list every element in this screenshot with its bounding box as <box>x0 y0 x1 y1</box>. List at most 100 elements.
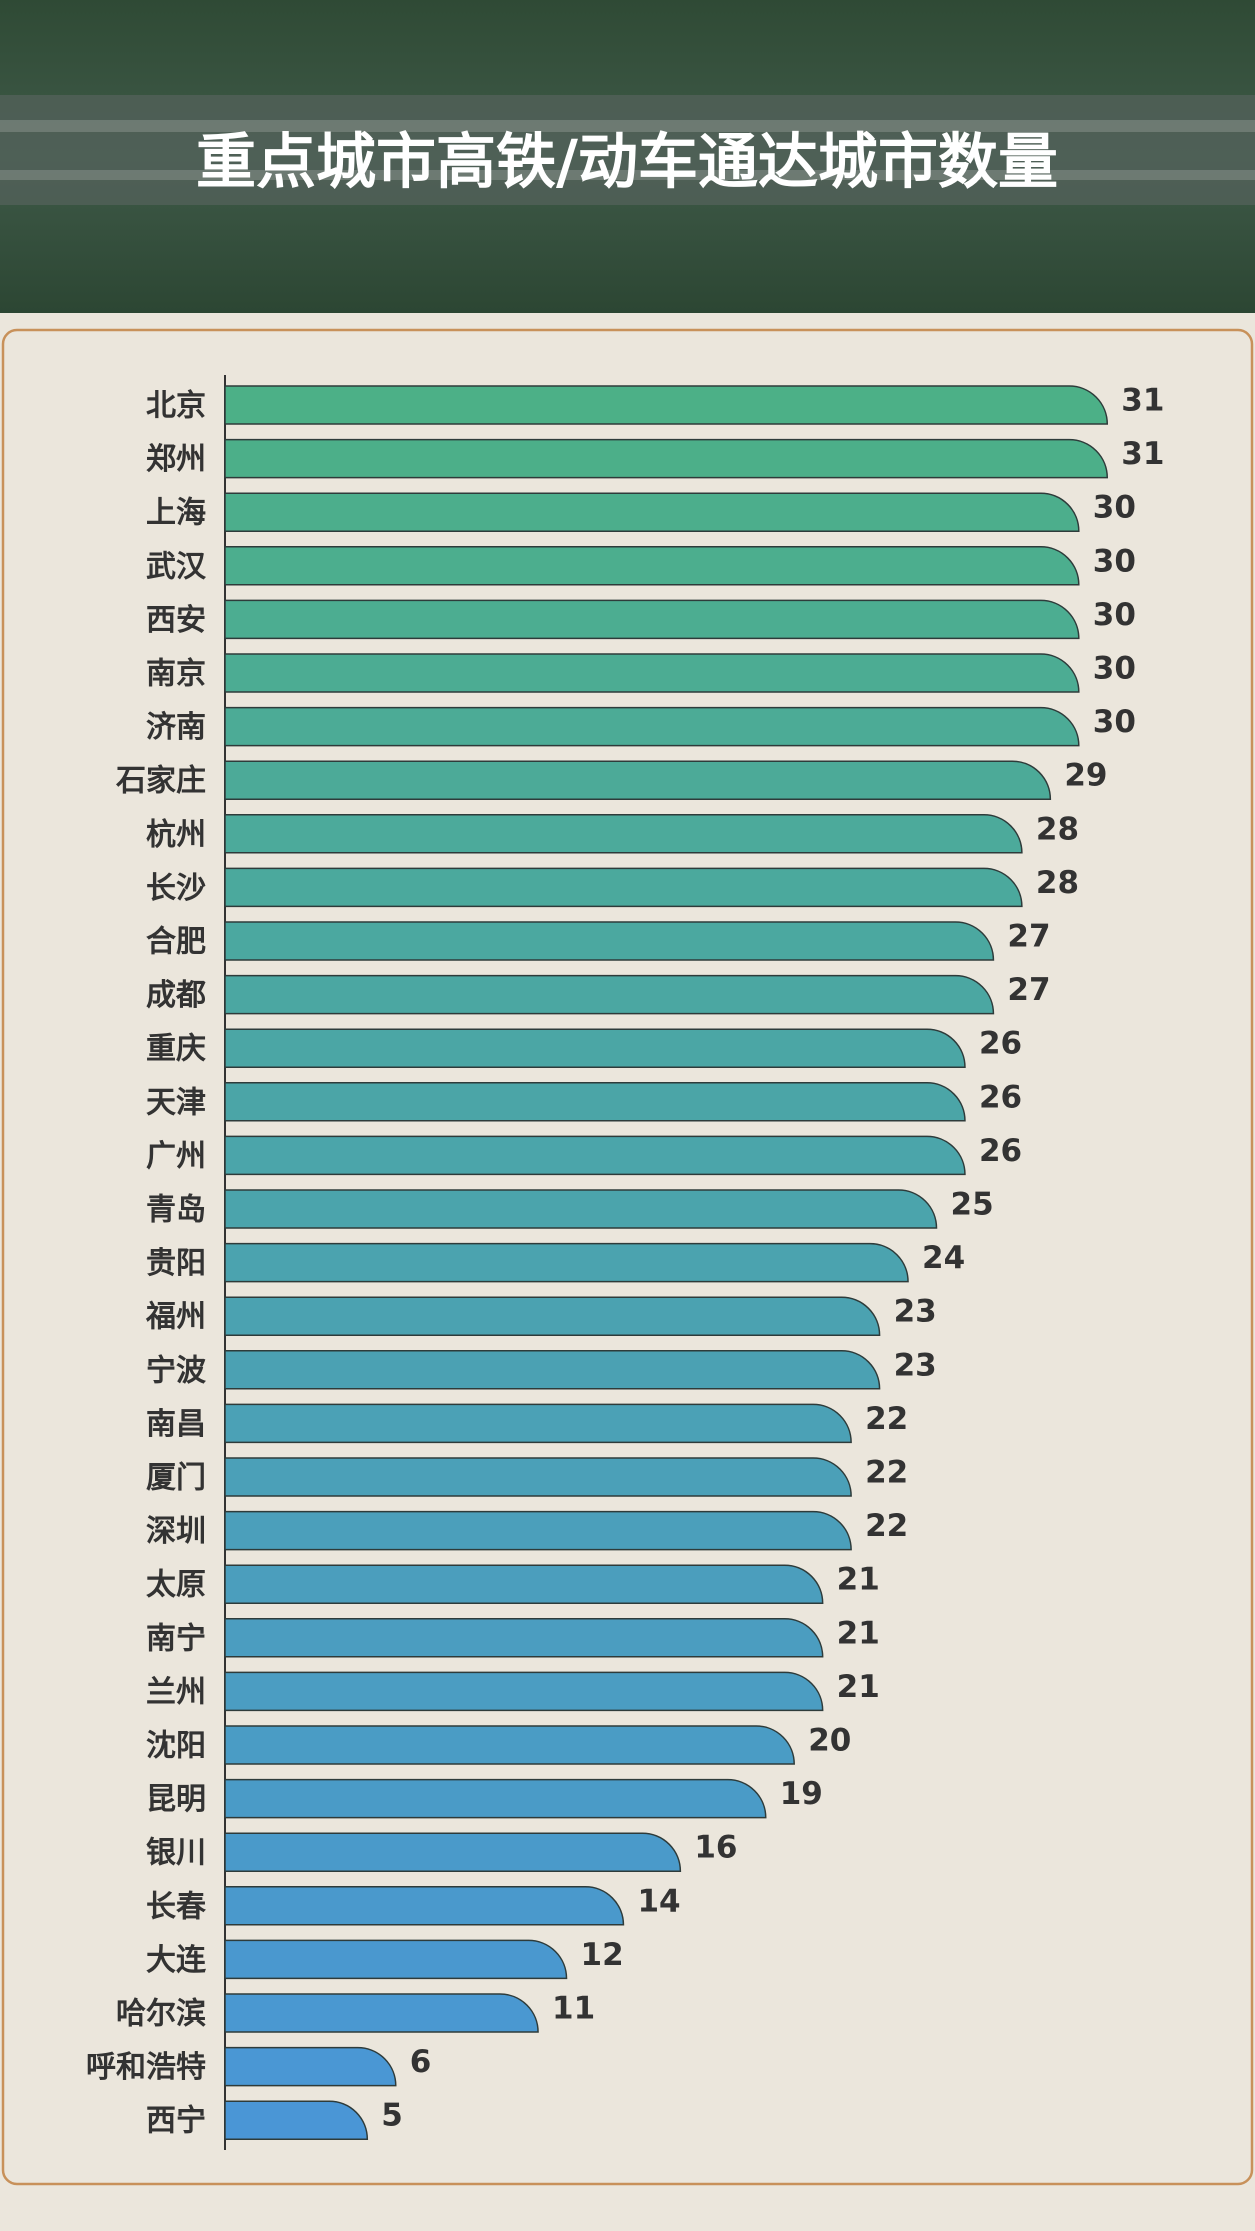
value-label: 23 <box>894 1294 937 1330</box>
y-tick-label: 青岛 <box>146 1193 206 1228</box>
value-label: 12 <box>581 1937 624 1973</box>
bar <box>224 1510 852 1551</box>
value-label: 22 <box>865 1508 908 1544</box>
y-tick-label: 长沙 <box>146 871 206 906</box>
y-tick-label: 沈阳 <box>146 1729 206 1764</box>
bar <box>224 1135 966 1176</box>
value-label: 24 <box>922 1240 965 1276</box>
value-label: 30 <box>1093 651 1136 687</box>
bar <box>224 1082 966 1122</box>
value-label: 21 <box>837 1562 880 1598</box>
y-tick-label: 重庆 <box>146 1032 206 1067</box>
value-label: 30 <box>1093 490 1136 526</box>
value-label: 31 <box>1121 383 1164 419</box>
y-tick-label: 天津 <box>146 1085 206 1120</box>
y-tick-label: 哈尔滨 <box>116 1997 206 2032</box>
bar <box>224 1671 824 1712</box>
y-tick-label: 成都 <box>146 978 206 1013</box>
bar <box>224 1725 795 1765</box>
y-tick-label: 武汉 <box>146 549 207 584</box>
bar <box>224 706 1080 747</box>
y-tick-label: 西宁 <box>146 2104 206 2139</box>
y-tick-label: 银川 <box>146 1836 206 1871</box>
bar <box>224 760 1052 800</box>
y-tick-label: 济南 <box>146 710 206 745</box>
bar <box>224 2046 397 2087</box>
value-label: 29 <box>1064 758 1107 794</box>
bar <box>224 1350 881 1390</box>
y-tick-label: 厦门 <box>146 1461 206 1496</box>
bar <box>224 1939 568 1980</box>
value-label: 26 <box>979 1026 1022 1062</box>
chart-title: 重点城市高铁/动车通达城市数量 <box>196 128 1058 198</box>
rail <box>0 170 1255 180</box>
value-label: 16 <box>694 1830 737 1866</box>
y-tick-label: 呼和浩特 <box>86 2050 206 2085</box>
bar <box>224 653 1080 693</box>
y-tick-label: 上海 <box>146 496 206 531</box>
y-tick-label: 石家庄 <box>115 764 206 799</box>
value-label: 27 <box>1007 919 1050 955</box>
bar <box>224 1242 909 1283</box>
value-label: 11 <box>552 1991 595 2027</box>
bar <box>224 1403 852 1444</box>
y-tick-label: 宁波 <box>146 1353 207 1388</box>
bar <box>224 1457 852 1497</box>
bar <box>224 1564 824 1604</box>
bar <box>224 599 1080 640</box>
value-label: 19 <box>780 1776 823 1812</box>
bar <box>224 1189 938 1229</box>
value-label: 21 <box>837 1669 880 1705</box>
bar <box>224 385 1109 425</box>
bar <box>224 1778 767 1819</box>
y-tick-label: 广州 <box>146 1139 206 1174</box>
value-label: 22 <box>865 1401 908 1437</box>
y-tick-label: 南宁 <box>146 1621 206 1656</box>
y-tick-label: 长春 <box>146 1889 206 1924</box>
bar <box>224 1993 539 2033</box>
value-label: 26 <box>979 1133 1022 1169</box>
value-label: 21 <box>837 1615 880 1651</box>
value-label: 30 <box>1093 597 1136 633</box>
bar <box>224 974 995 1015</box>
y-tick-label: 昆明 <box>146 1782 206 1817</box>
y-tick-label: 南京 <box>146 657 206 692</box>
value-label: 25 <box>951 1187 994 1223</box>
rail <box>0 120 1255 132</box>
y-tick-label: 合肥 <box>146 925 206 960</box>
bar <box>224 921 995 961</box>
value-label: 31 <box>1121 436 1164 472</box>
value-label: 20 <box>808 1723 851 1759</box>
bar <box>224 546 1080 586</box>
value-label: 30 <box>1093 704 1136 740</box>
bar <box>224 867 1023 908</box>
value-label: 5 <box>381 2098 403 2134</box>
bar <box>224 1832 682 1872</box>
value-label: 27 <box>1007 972 1050 1008</box>
y-tick-label: 郑州 <box>146 442 206 477</box>
bar <box>224 492 1080 532</box>
value-label: 6 <box>410 2044 432 2080</box>
value-label: 23 <box>894 1347 937 1383</box>
y-tick-label: 北京 <box>146 389 206 424</box>
bar <box>224 1618 824 1658</box>
y-tick-label: 大连 <box>146 1943 207 1978</box>
bar <box>224 814 1023 854</box>
y-tick-label: 太原 <box>146 1568 206 1603</box>
railway <box>0 95 1255 205</box>
value-label: 22 <box>865 1455 908 1491</box>
value-label: 30 <box>1093 543 1136 579</box>
value-label: 28 <box>1036 865 1079 901</box>
bar <box>224 438 1109 479</box>
bar <box>224 1886 625 1926</box>
value-label: 28 <box>1036 811 1079 847</box>
y-tick-label: 西安 <box>146 603 206 638</box>
y-tick-label: 福州 <box>145 1300 206 1335</box>
bar <box>224 2100 369 2140</box>
y-tick-label: 兰州 <box>146 1675 206 1710</box>
y-tick-label: 深圳 <box>146 1514 206 1549</box>
bar <box>224 1028 966 1068</box>
y-tick-label: 杭州 <box>146 817 206 852</box>
y-tick-label: 贵阳 <box>146 1246 206 1281</box>
